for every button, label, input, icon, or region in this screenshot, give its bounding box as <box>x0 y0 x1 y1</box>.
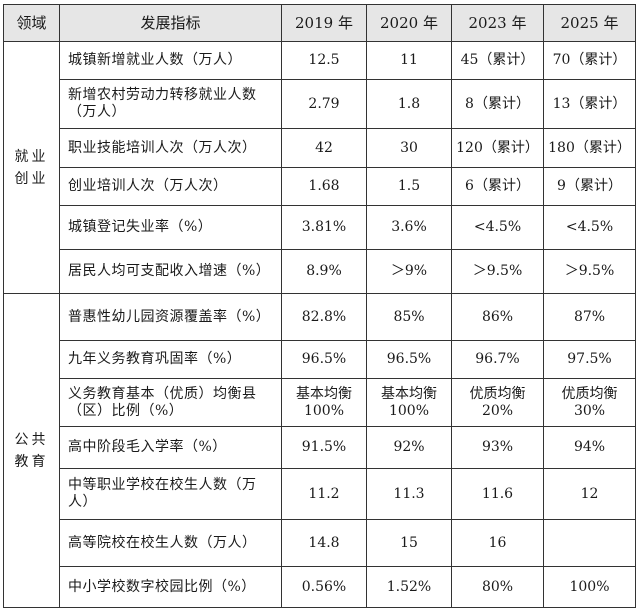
value-2025: <4.5% <box>543 205 636 250</box>
table-row: 九年义务教育巩固率（%） 96.5% 96.5% 96.7% 97.5% <box>4 340 636 379</box>
table-row: 中小学校数字校园比例（%） 0.56% 1.52% 80% 100% <box>4 566 636 608</box>
table-row: 新增农村劳动力转移就业人数（万人） 2.79 1.8 8（累计） 13（累计） <box>4 79 636 129</box>
value-2025: 97.5% <box>543 340 636 379</box>
indicator-cell: 九年义务教育巩固率（%） <box>59 340 282 379</box>
value-2023: 16 <box>451 519 544 567</box>
header-2020: 2020 年 <box>366 4 452 42</box>
value-2025: 12 <box>543 468 636 520</box>
value-2023: 优质均衡 20% <box>451 378 544 427</box>
value-2025: 13（累计） <box>543 79 636 129</box>
value-2023: 96.7% <box>451 340 544 379</box>
table-row: 高中阶段毛入学率（%） 91.5% 92% 93% 94% <box>4 426 636 469</box>
header-2025: 2025 年 <box>543 4 636 42</box>
domain-employment: 就业创业 <box>3 41 60 294</box>
value-2019: 8.9% <box>281 249 367 294</box>
indicator-cell: 城镇登记失业率（%） <box>59 205 282 250</box>
value-2025: 94% <box>543 426 636 469</box>
table-row: 就业创业 城镇新增就业人数（万人） 12.5 11 45（累计） 70（累计） <box>3 41 636 294</box>
value-2019: 基本均衡 100% <box>281 378 367 427</box>
value-2025: 优质均衡 30% <box>543 378 636 427</box>
development-indicators-table: 领域 发展指标 2019 年 2020 年 2023 年 2025 年 就业创业… <box>3 4 636 608</box>
value-2020: 1.8 <box>366 79 452 129</box>
table-row: 城镇登记失业率（%） 3.81% 3.6% <4.5% <4.5% <box>4 205 636 250</box>
table-row: 中等职业学校在校生人数（万人） 11.2 11.3 11.6 12 <box>4 468 636 520</box>
value-2020: 基本均衡 100% <box>366 378 452 427</box>
value-2025: 9（累计） <box>543 167 636 206</box>
value-2023: ＞9.5% <box>451 249 544 294</box>
value-2019: 91.5% <box>281 426 367 469</box>
value-2023: 8（累计） <box>451 79 544 129</box>
value-2019: 82.8% <box>281 293 367 341</box>
indicator-cell: 城镇新增就业人数（万人） <box>59 41 282 80</box>
header-row: 领域 发展指标 2019 年 2020 年 2023 年 2025 年 <box>3 4 636 42</box>
table-row: 公共教育 普惠性幼儿园资源覆盖率（%） 82.8% 85% 86% 87% <box>3 293 636 608</box>
table-row: 居民人均可支配收入增速（%） 8.9% ＞9% ＞9.5% ＞9.5% <box>4 249 636 294</box>
value-2020: 1.52% <box>366 566 452 608</box>
value-2023: 93% <box>451 426 544 469</box>
value-2019: 96.5% <box>281 340 367 379</box>
domain-education: 公共教育 <box>3 293 60 608</box>
value-2019: 42 <box>281 128 367 168</box>
value-2019: 1.68 <box>281 167 367 206</box>
value-2019: 11.2 <box>281 468 367 520</box>
value-2020: 11 <box>366 41 452 80</box>
value-2020: 1.5 <box>366 167 452 206</box>
indicator-cell: 创业培训人次（万人次） <box>59 167 282 206</box>
value-2020: 11.3 <box>366 468 452 520</box>
value-2019: 12.5 <box>281 41 367 80</box>
value-2019: 3.81% <box>281 205 367 250</box>
indicator-cell: 高等院校在校生人数（万人） <box>59 519 282 567</box>
header-2023: 2023 年 <box>451 4 544 42</box>
value-2025: 100% <box>543 566 636 608</box>
indicator-cell: 职业技能培训人次（万人次） <box>59 128 282 168</box>
value-2023: 86% <box>451 293 544 341</box>
value-2020: 30 <box>366 128 452 168</box>
value-2019: 0.56% <box>281 566 367 608</box>
value-2019: 2.79 <box>281 79 367 129</box>
value-2025: 70（累计） <box>543 41 636 80</box>
indicator-cell: 中等职业学校在校生人数（万人） <box>59 468 282 520</box>
table-row: 创业培训人次（万人次） 1.68 1.5 6（累计） 9（累计） <box>4 167 636 206</box>
value-2025: 87% <box>543 293 636 341</box>
value-2025 <box>543 519 636 567</box>
value-2020: 3.6% <box>366 205 452 250</box>
indicator-cell: 中小学校数字校园比例（%） <box>59 566 282 608</box>
value-2023: 45（累计） <box>451 41 544 80</box>
value-2020: ＞9% <box>366 249 452 294</box>
value-2020: 96.5% <box>366 340 452 379</box>
header-2019: 2019 年 <box>281 4 367 42</box>
value-2023: <4.5% <box>451 205 544 250</box>
header-indicator: 发展指标 <box>59 4 282 42</box>
value-2020: 85% <box>366 293 452 341</box>
value-2019: 14.8 <box>281 519 367 567</box>
value-2025: ＞9.5% <box>543 249 636 294</box>
value-2023: 11.6 <box>451 468 544 520</box>
value-2023: 120（累计） <box>451 128 544 168</box>
value-2020: 15 <box>366 519 452 567</box>
indicator-cell: 新增农村劳动力转移就业人数（万人） <box>59 79 282 129</box>
header-domain: 领域 <box>3 4 60 42</box>
indicator-cell: 义务教育基本（优质）均衡县（区）比例（%） <box>59 378 282 427</box>
indicator-cell: 高中阶段毛入学率（%） <box>59 426 282 469</box>
indicator-cell: 普惠性幼儿园资源覆盖率（%） <box>59 293 282 341</box>
table-row: 高等院校在校生人数（万人） 14.8 15 16 <box>4 519 636 567</box>
table-row: 职业技能培训人次（万人次） 42 30 120（累计） 180（累计） <box>4 128 636 168</box>
value-2023: 6（累计） <box>451 167 544 206</box>
value-2023: 80% <box>451 566 544 608</box>
value-2025: 180（累计） <box>543 128 636 168</box>
table-row: 义务教育基本（优质）均衡县（区）比例（%） 基本均衡 100% 基本均衡 100… <box>4 378 636 427</box>
indicator-cell: 居民人均可支配收入增速（%） <box>59 249 282 294</box>
value-2020: 92% <box>366 426 452 469</box>
